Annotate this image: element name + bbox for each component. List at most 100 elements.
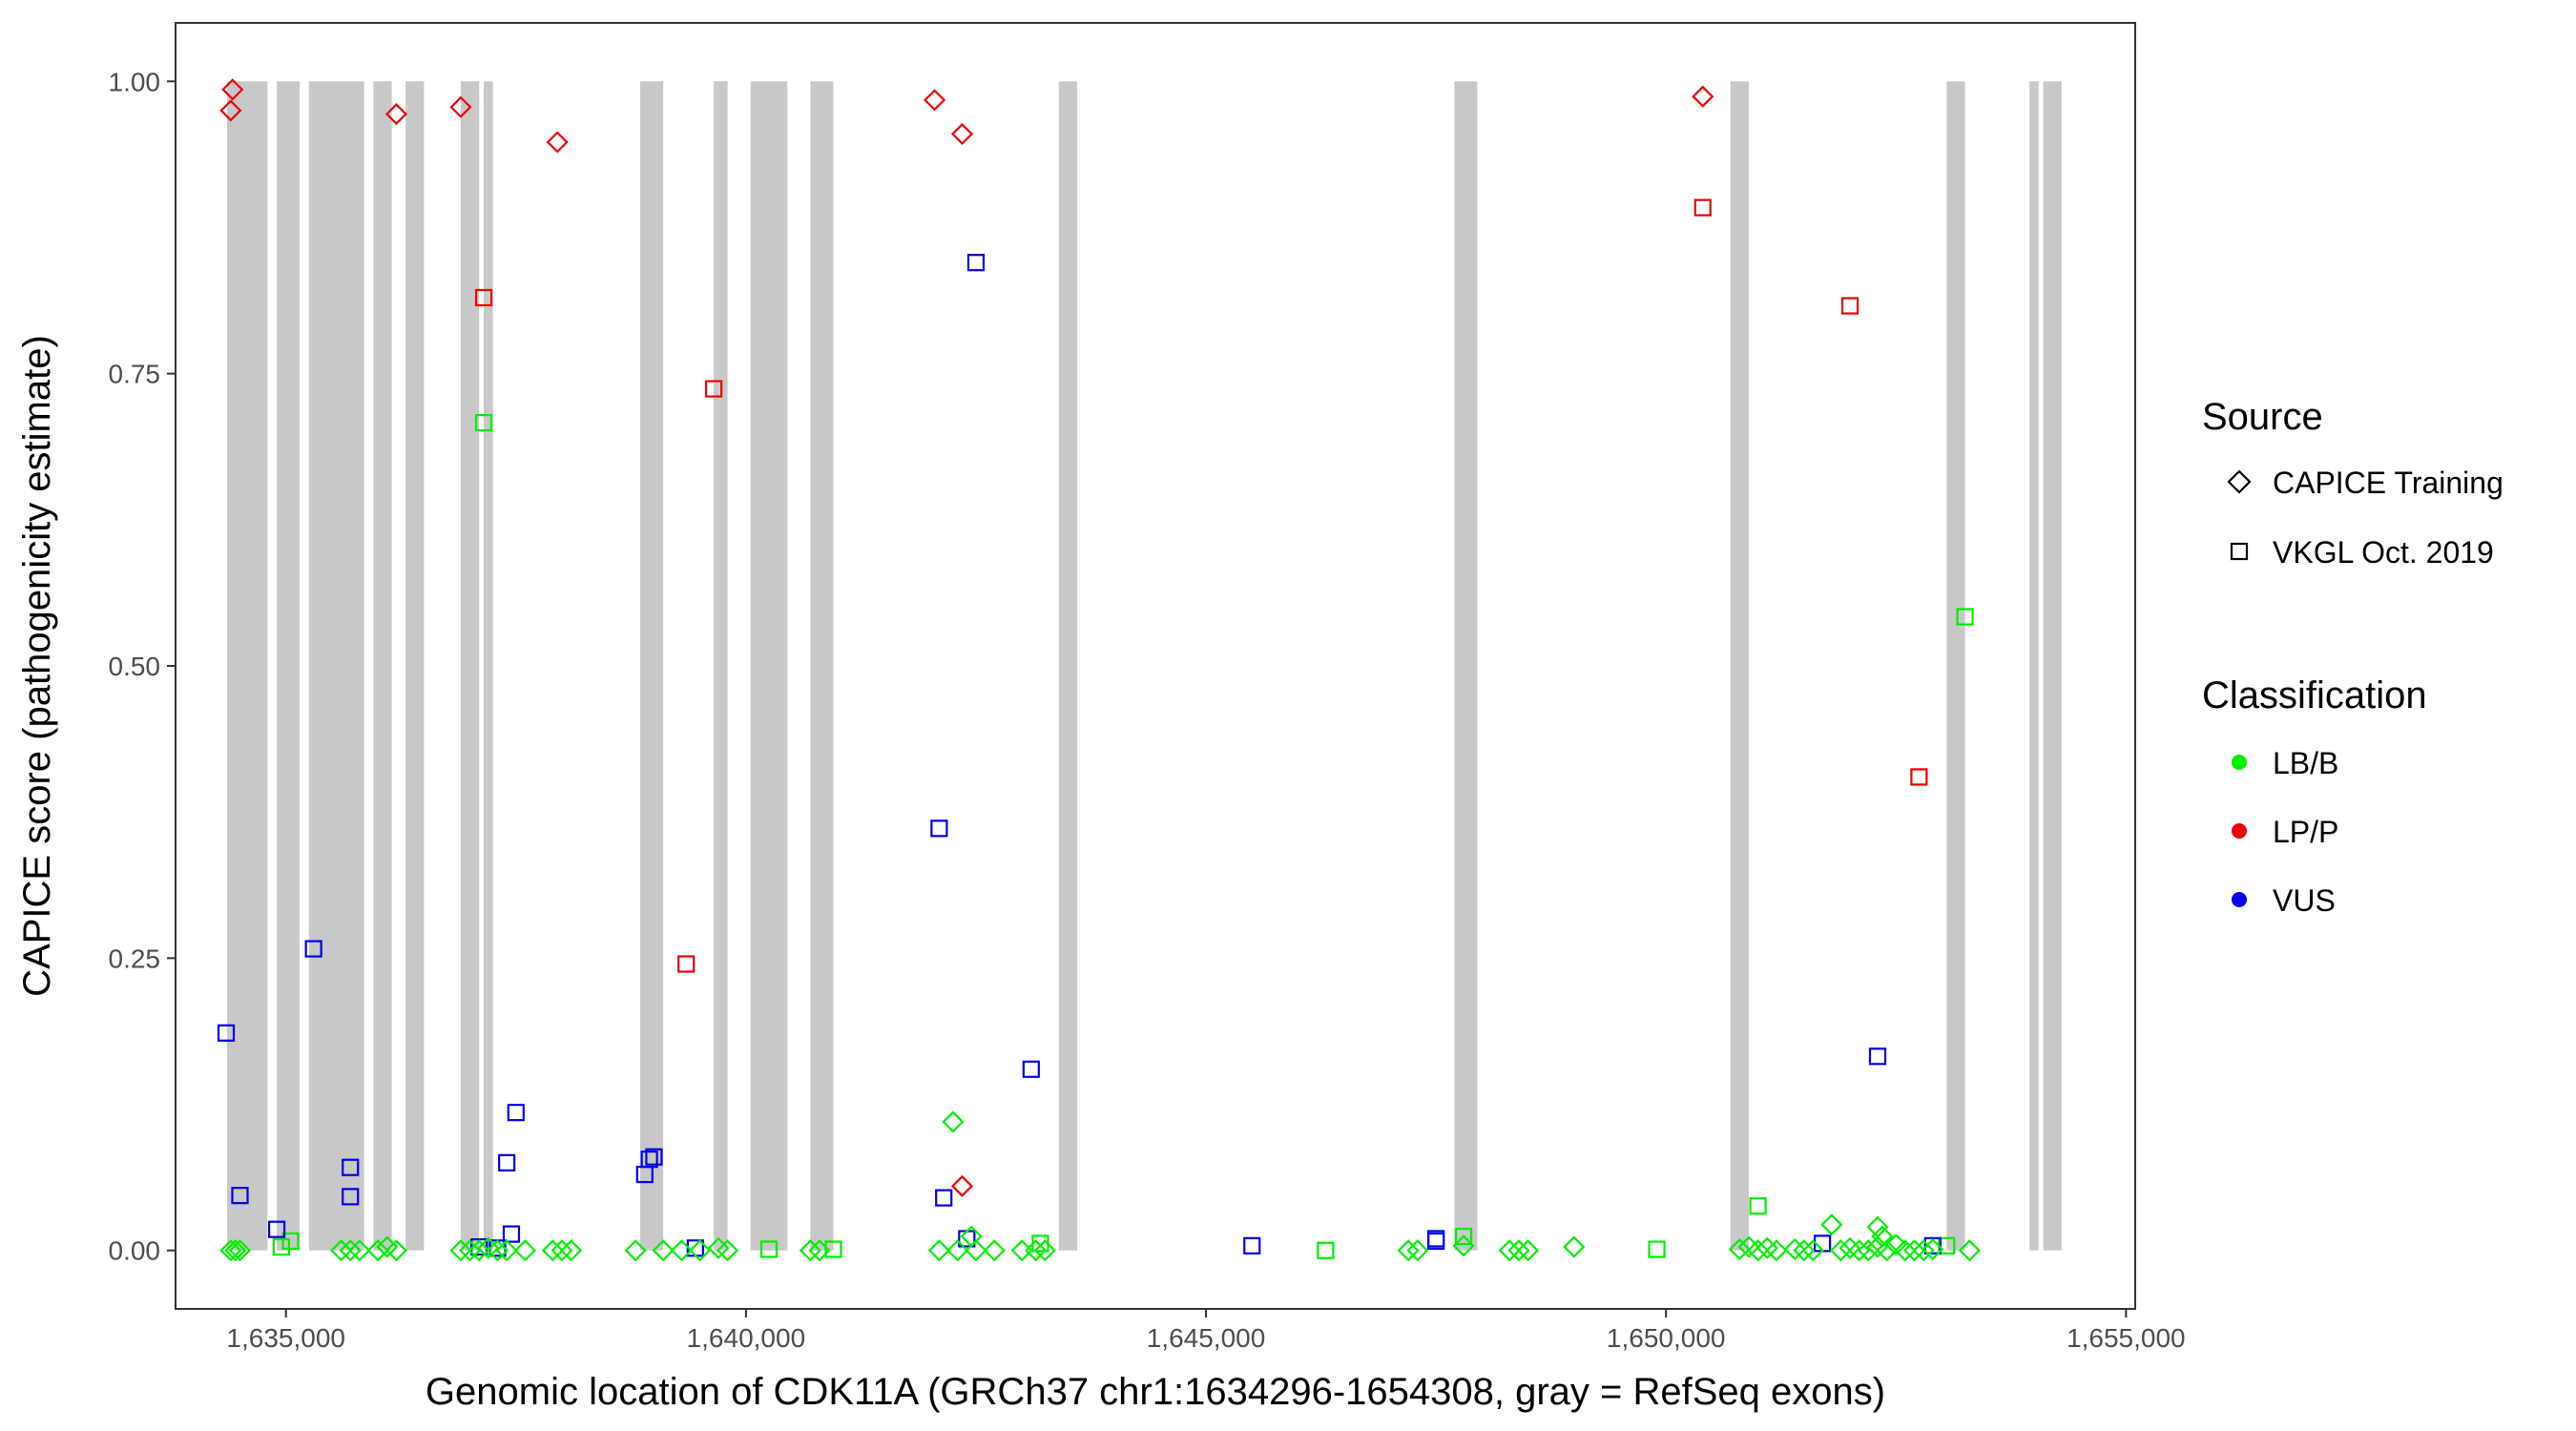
diamond-point-0-4	[546, 131, 569, 154]
square-point-2-4	[272, 1237, 290, 1256]
exon-band-14	[1946, 81, 1965, 1251]
diamond-point-4-13	[384, 1239, 407, 1262]
exon-band-5	[460, 81, 480, 1251]
diamond-point-4-60	[1884, 1234, 1907, 1256]
square-point-2-0	[474, 414, 493, 432]
diamond-point-4-29	[717, 1239, 739, 1262]
legend-item-capice-training: CAPICE Training	[2273, 466, 2503, 500]
diamond-point-4-44	[1516, 1239, 1540, 1262]
diamond-point-4-42	[1498, 1239, 1521, 1262]
diamond-point-0-2	[384, 103, 407, 126]
square-point-3-9	[645, 1148, 663, 1166]
square-point-3-3	[217, 1024, 236, 1042]
legend-vus-dot	[2232, 892, 2247, 907]
legend-classification-title: Classification	[2202, 674, 2427, 716]
diamond-point-0-0	[221, 78, 244, 101]
diamond-point-4-7	[228, 1239, 252, 1262]
legend-diamond-symbol	[2227, 469, 2252, 494]
legend-lbb-dot	[2232, 755, 2247, 770]
exon-band-1	[277, 81, 301, 1251]
diamond-point-0-5	[924, 89, 946, 112]
exon-band-7	[639, 81, 664, 1251]
exon-band-3	[373, 81, 392, 1251]
legend-square-symbol	[2230, 542, 2249, 561]
exon-band-13	[1730, 81, 1749, 1251]
square-point-1-2	[677, 955, 696, 973]
diamond-point-4-33	[946, 1239, 969, 1262]
diamond-point-4-54	[1829, 1239, 1852, 1262]
diamond-point-0-3	[449, 95, 472, 118]
diamond-point-4-51	[1783, 1237, 1806, 1261]
diamond-point-0-1	[219, 99, 242, 122]
square-point-3-15	[267, 1220, 286, 1238]
y-tick-label-3: 0.75	[109, 360, 161, 389]
diamond-point-4-27	[689, 1239, 712, 1262]
diamond-point-4-45	[1563, 1235, 1586, 1258]
y-axis: 0.00 0.25 0.50 0.75 1.00	[109, 67, 176, 1266]
diamond-point-4-52	[1793, 1239, 1816, 1262]
square-point-3-6	[507, 1104, 525, 1122]
diamond-point-4-53	[1801, 1239, 1825, 1262]
x-tick-label-4: 1,655,000	[2067, 1323, 2186, 1353]
legend-source-title: Source	[2202, 396, 2323, 438]
diamond-point-4-25	[652, 1239, 675, 1262]
y-tick-label-4: 1.00	[109, 67, 161, 96]
x-tick-label-1: 1,640,000	[687, 1323, 806, 1353]
diamond-point-4-15	[459, 1239, 482, 1262]
exon-band-4	[405, 81, 425, 1251]
square-point-1-5	[1910, 768, 1928, 786]
y-tick-label-2: 0.50	[109, 652, 161, 681]
data-points	[217, 78, 1981, 1262]
diamond-point-4-48	[1747, 1239, 1770, 1262]
square-point-2-5	[281, 1232, 300, 1251]
y-tick-label-0: 0.00	[109, 1236, 161, 1266]
exon-band-12	[1454, 81, 1478, 1251]
diamond-point-4-6	[224, 1239, 247, 1262]
square-point-2-3	[1454, 1227, 1473, 1246]
square-point-3-11	[342, 1158, 360, 1176]
square-point-1-4	[1840, 297, 1859, 315]
diamond-point-4-31	[808, 1239, 831, 1262]
exon-band-10	[810, 81, 834, 1251]
diamond-point-4-38	[1033, 1239, 1056, 1262]
exon-band-6	[484, 81, 493, 1251]
y-tick-label-1: 0.25	[109, 944, 161, 973]
square-point-3-5	[1868, 1047, 1887, 1066]
diamond-point-4-63	[1912, 1239, 1935, 1262]
exon-band-8	[714, 81, 728, 1251]
diamond-point-4-32	[927, 1239, 950, 1262]
diamond-point-4-62	[1903, 1239, 1926, 1262]
legend-item-vus: VUS	[2273, 883, 2336, 918]
square-point-2-1	[1956, 608, 1974, 626]
exon-band-16	[2043, 81, 2062, 1251]
diamond-point-4-8	[330, 1239, 353, 1262]
diamond-point-4-65	[1958, 1239, 1981, 1262]
square-point-3-20	[1427, 1230, 1445, 1248]
exon-band-11	[1058, 81, 1078, 1251]
exon-band-9	[750, 81, 788, 1251]
diamond-point-4-11	[366, 1239, 389, 1262]
x-axis-title: Genomic location of CDK11A (GRCh37 chr1:…	[426, 1371, 1885, 1413]
diamond-point-4-64	[1922, 1237, 1944, 1261]
diamond-point-4-10	[348, 1239, 371, 1262]
diamond-point-4-5	[219, 1239, 242, 1262]
square-point-1-3	[1693, 198, 1712, 217]
diamond-point-4-56	[1848, 1239, 1871, 1262]
diamond-point-4-59	[1876, 1239, 1899, 1262]
x-tick-label-2: 1,645,000	[1147, 1323, 1266, 1353]
diamond-point-4-21	[541, 1239, 564, 1262]
plot-panel	[176, 23, 2135, 1309]
diamond-point-4-57	[1857, 1239, 1880, 1262]
diamond-point-4-16	[467, 1239, 490, 1262]
diamond-point-4-34	[965, 1239, 987, 1262]
diamond-point-4-61	[1894, 1239, 1917, 1262]
square-point-3-0	[966, 254, 986, 272]
diamond-point-0-7	[1692, 85, 1714, 108]
x-axis: 1,635,000 1,640,000 1,645,000 1,650,000 1,65…	[226, 1309, 2186, 1353]
diamond-point-4-0	[942, 1110, 965, 1133]
square-point-3-24	[470, 1237, 488, 1256]
square-point-3-13	[231, 1187, 249, 1205]
square-point-1-0	[474, 288, 493, 307]
square-point-3-1	[930, 819, 948, 838]
